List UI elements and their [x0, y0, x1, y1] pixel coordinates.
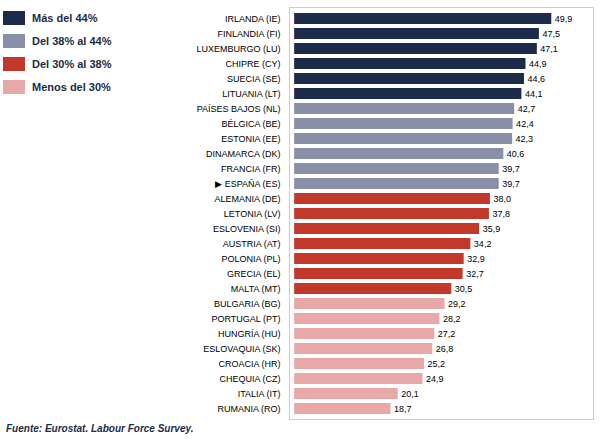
svg-text:LITUANIA (LT): LITUANIA (LT)	[222, 89, 280, 99]
svg-text:18,7: 18,7	[394, 404, 412, 414]
html-text:Menos del 30%: Menos del 30%	[32, 81, 111, 93]
svg-text:27,2: 27,2	[438, 329, 456, 339]
html-text:Del 30% al 38%: Del 30% al 38%	[32, 58, 112, 70]
svg-text:44,9: 44,9	[529, 59, 547, 69]
svg-text:ESLOVAQUIA (SK): ESLOVAQUIA (SK)	[203, 344, 280, 354]
svg-text:44,6: 44,6	[527, 74, 545, 84]
svg-text:39,7: 39,7	[502, 164, 520, 174]
svg-text:34,2: 34,2	[474, 239, 492, 249]
svg-text:ALEMANIA (DE): ALEMANIA (DE)	[214, 194, 280, 204]
svg-text:PORTUGAL (PT): PORTUGAL (PT)	[211, 314, 280, 324]
svg-text:LETONIA (LV): LETONIA (LV)	[224, 209, 281, 219]
svg-text:SUECIA (SE): SUECIA (SE)	[227, 74, 281, 84]
svg-text:38,0: 38,0	[493, 194, 511, 204]
svg-text:▶ ESPAÑA (ES): ▶ ESPAÑA (ES)	[215, 179, 280, 189]
svg-text:32,7: 32,7	[466, 269, 484, 279]
svg-text:PAÍSES BAJOS (NL): PAÍSES BAJOS (NL)	[197, 104, 281, 114]
svg-text:30,5: 30,5	[455, 284, 473, 294]
svg-text:24,9: 24,9	[426, 374, 444, 384]
svg-text:AUSTRIA (AT): AUSTRIA (AT)	[223, 239, 281, 249]
svg-text:DINAMARCA (DK): DINAMARCA (DK)	[206, 149, 281, 159]
svg-text:CHIPRE (CY): CHIPRE (CY)	[225, 59, 280, 69]
svg-text:20,1: 20,1	[401, 389, 419, 399]
svg-text:47,1: 47,1	[540, 44, 558, 54]
svg-text:BÉLGICA (BE): BÉLGICA (BE)	[221, 119, 280, 129]
svg-text:44,1: 44,1	[525, 89, 543, 99]
svg-text:FRANCIA (FR): FRANCIA (FR)	[221, 164, 281, 174]
svg-text:42,4: 42,4	[516, 119, 534, 129]
svg-text:ESLOVENIA (SI): ESLOVENIA (SI)	[213, 224, 281, 234]
svg-text:28,2: 28,2	[443, 314, 461, 324]
svg-text:42,7: 42,7	[518, 104, 536, 114]
svg-text:MALTA (MT): MALTA (MT)	[231, 284, 281, 294]
html-text:Del 38% al 44%: Del 38% al 44%	[32, 35, 112, 47]
svg-text:26,8: 26,8	[436, 344, 454, 354]
svg-text:49,9: 49,9	[555, 14, 573, 24]
svg-text:42,3: 42,3	[516, 134, 534, 144]
svg-text:ESTONIA (EE): ESTONIA (EE)	[221, 134, 280, 144]
svg-text:LUXEMBURGO (LU): LUXEMBURGO (LU)	[196, 44, 280, 54]
svg-text:29,2: 29,2	[448, 299, 466, 309]
svg-text:32,9: 32,9	[467, 254, 485, 264]
svg-text:ITALIA (IT): ITALIA (IT)	[238, 389, 281, 399]
svg-text:HUNGRÍA (HU): HUNGRÍA (HU)	[218, 329, 281, 339]
svg-text:POLONIA (PL): POLONIA (PL)	[221, 254, 280, 264]
svg-text:39,7: 39,7	[502, 179, 520, 189]
svg-text:CHEQUIA (CZ): CHEQUIA (CZ)	[219, 374, 280, 384]
svg-text:35,9: 35,9	[483, 224, 501, 234]
svg-text:37,8: 37,8	[492, 209, 510, 219]
html-text:Más del 44%: Más del 44%	[32, 12, 98, 24]
svg-text:47,5: 47,5	[542, 29, 560, 39]
svg-text:IRLANDA (IE): IRLANDA (IE)	[225, 14, 281, 24]
svg-text:RUMANIA (RO): RUMANIA (RO)	[218, 404, 281, 414]
svg-text:40,6: 40,6	[507, 149, 525, 159]
svg-text:FINLANDIA (FI): FINLANDIA (FI)	[217, 29, 280, 39]
html-text:Fuente: Eurostat. Labour Force: Fuente: Eurostat. Labour Force Survey.	[6, 423, 194, 434]
svg-text:25,2: 25,2	[427, 359, 445, 369]
svg-text:GRECIA (EL): GRECIA (EL)	[227, 269, 281, 279]
svg-text:BULGARIA (BG): BULGARIA (BG)	[214, 299, 281, 309]
svg-text:CROACIA (HR): CROACIA (HR)	[218, 359, 280, 369]
